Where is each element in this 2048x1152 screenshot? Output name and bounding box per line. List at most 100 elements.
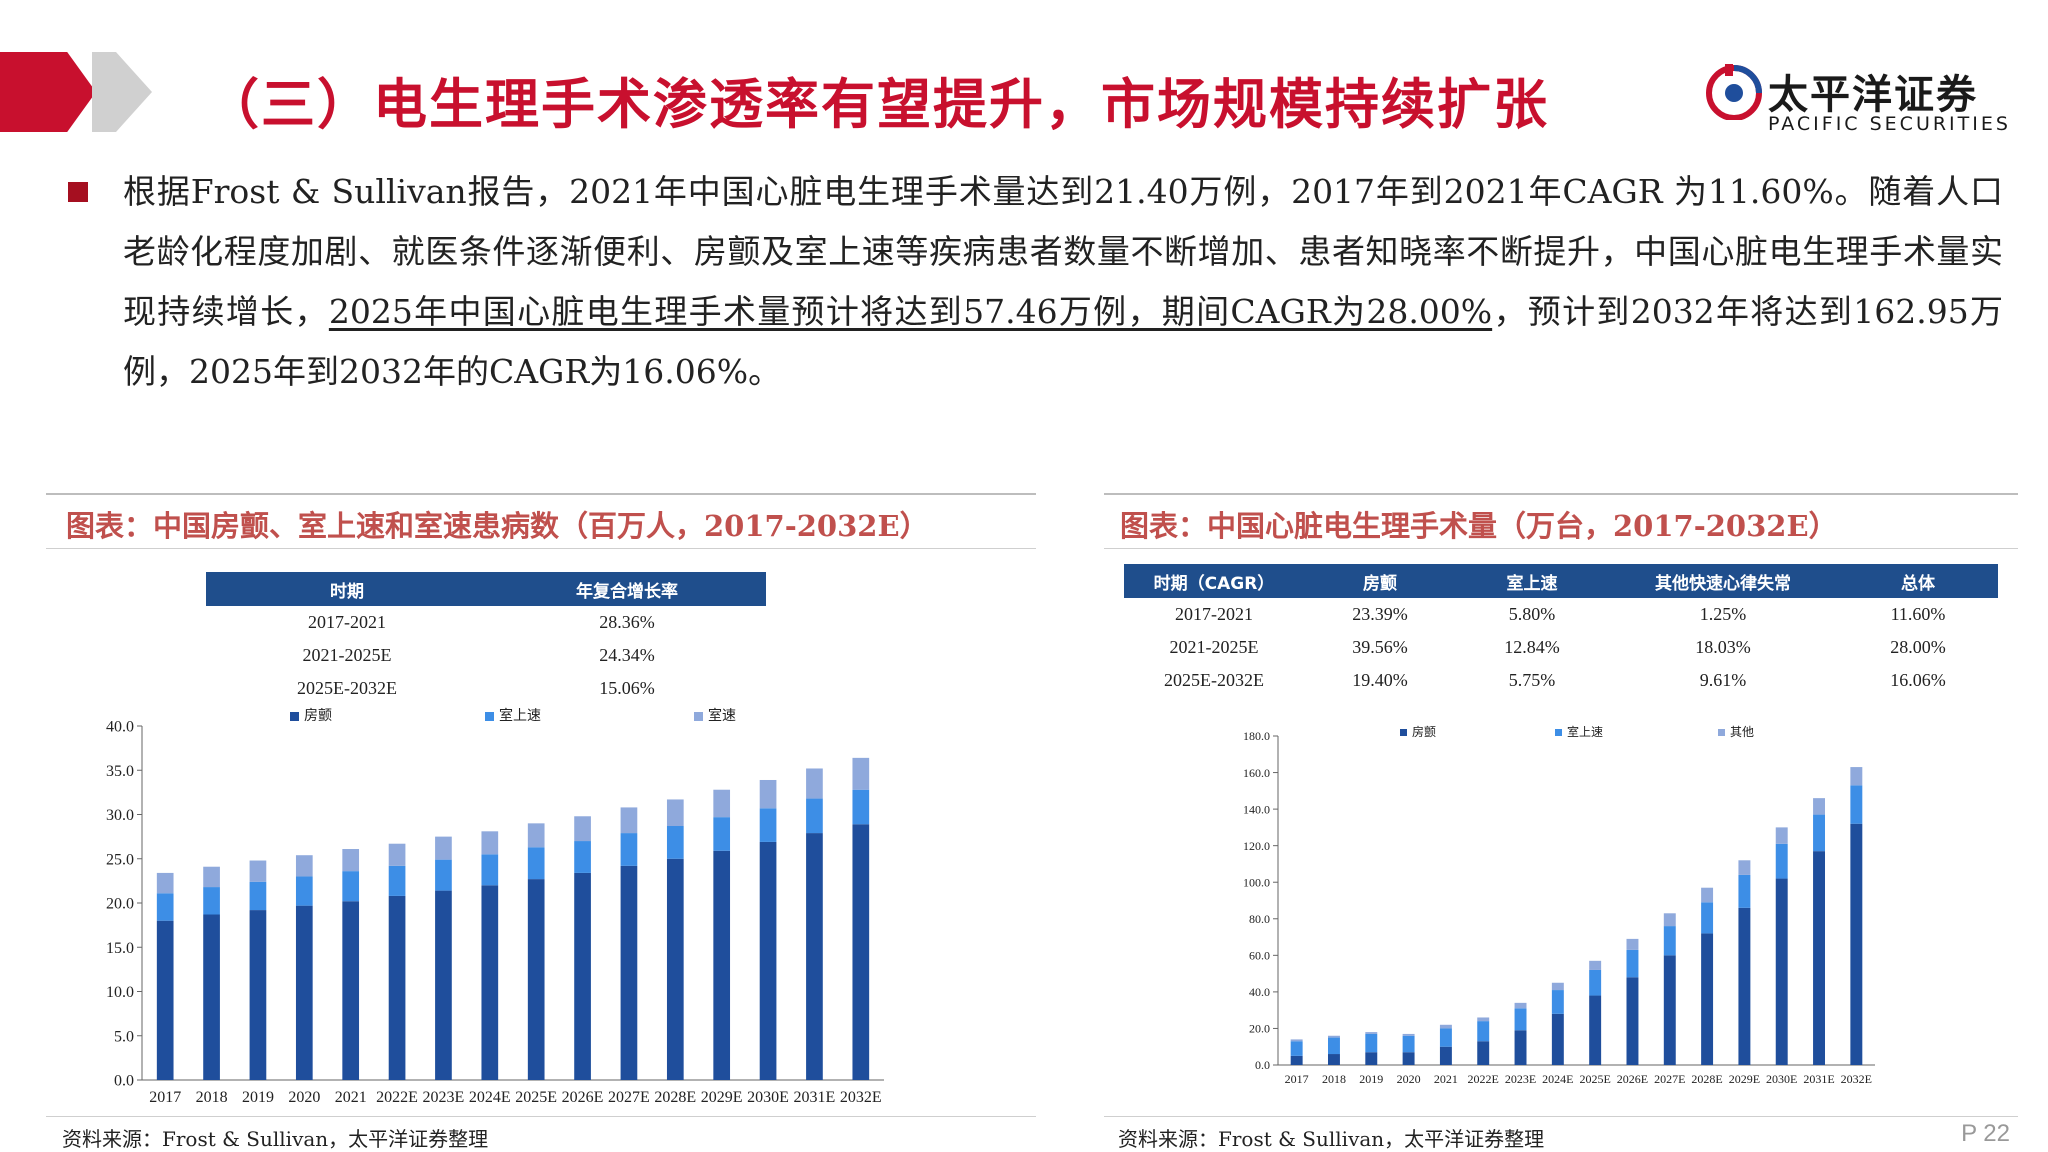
table-cell: 11.60% <box>1890 604 1946 624</box>
bar-segment-3 <box>759 779 777 809</box>
x-tick-label: 2024E <box>1542 1072 1573 1086</box>
bar-segment-1 <box>1365 1052 1378 1065</box>
y-tick-label: 60.0 <box>1249 949 1270 963</box>
x-tick-label: 2029E <box>1729 1072 1760 1086</box>
bar-segment-1 <box>203 914 220 1080</box>
bar-segment-3 <box>1701 887 1714 903</box>
x-tick-label: 2021 <box>1434 1072 1458 1086</box>
table-cell: 28.00% <box>1890 637 1946 657</box>
left-source-note: 资料来源：Frost & Sullivan，太平洋证券整理 <box>62 1127 489 1151</box>
x-tick-label: 2020 <box>1397 1072 1421 1086</box>
bar-segment-2 <box>1663 926 1676 956</box>
bar-segment-2 <box>1626 949 1639 978</box>
x-tick-label: 2026E <box>1617 1072 1648 1086</box>
bar-segment-2 <box>1402 1035 1415 1053</box>
table-cell: 5.75% <box>1508 670 1556 690</box>
header-grey-arrow <box>92 52 152 132</box>
x-tick-label: 2019 <box>242 1089 274 1106</box>
bar-segment-2 <box>1551 990 1564 1014</box>
right-panel-bottom-rule <box>1104 1116 2018 1117</box>
x-tick-label: 2030E <box>747 1089 789 1106</box>
bar-segment-1 <box>295 905 313 1080</box>
table-row: 2025E-2032E 15.06% <box>206 672 766 705</box>
y-tick-label: 140.0 <box>1243 802 1270 816</box>
bar-segment-3 <box>806 768 823 799</box>
bar-segment-3 <box>156 872 174 894</box>
y-tick-label: 160.0 <box>1243 766 1270 780</box>
bar-segment-1 <box>1290 1055 1303 1065</box>
paragraph-text-1: 根据Frost & Sullivan报告，2021年中国心脏电生理手术量达到21… <box>123 172 2003 331</box>
page-title: （三）电生理手术渗透率有望提升，市场规模持续扩张 <box>205 73 1549 136</box>
table-cell: 19.40% <box>1352 670 1408 690</box>
bar-segment-1 <box>852 824 870 1080</box>
table-header-row: 时期（CAGR） 房颤 室上速 其他快速心律失常 总体 <box>1124 564 1998 598</box>
bar-segment-1 <box>1701 933 1714 1065</box>
bar-segment-3 <box>481 831 499 855</box>
table-header-cell: 年复合增长率 <box>488 572 766 606</box>
y-tick-label: 40.0 <box>106 719 134 736</box>
bar-segment-2 <box>1701 902 1714 934</box>
pacific-securities-logo-icon <box>1706 64 1762 120</box>
table-header-cell: 时期 <box>206 572 488 606</box>
left-cagr-table: 时期 年复合增长率 2017-2021 28.36% 2021-2025E 24… <box>206 572 766 705</box>
bar-segment-2 <box>620 833 638 866</box>
bar-segment-3 <box>1626 938 1639 950</box>
table-row: 2017-2021 28.36% <box>206 606 766 639</box>
bar-segment-2 <box>1813 814 1826 852</box>
legend-label: 室上速 <box>499 708 541 724</box>
bar-segment-3 <box>1402 1033 1415 1036</box>
bar-segment-2 <box>295 876 313 906</box>
y-tick-label: 0.0 <box>114 1073 134 1090</box>
bar-segment-3 <box>1738 860 1751 875</box>
legend-swatch <box>1400 729 1407 736</box>
bar-segment-1 <box>1327 1054 1340 1065</box>
legend-label: 室上速 <box>1567 725 1604 739</box>
bar-segment-3 <box>1775 827 1788 844</box>
y-tick-label: 20.0 <box>106 896 134 913</box>
bar-segment-1 <box>156 920 174 1080</box>
y-tick-label: 0.0 <box>1255 1058 1270 1072</box>
bar-segment-1 <box>435 890 452 1080</box>
bar-segment-3 <box>249 860 267 882</box>
x-tick-label: 2030E <box>1766 1072 1797 1086</box>
bar-segment-1 <box>342 901 360 1080</box>
bar-segment-1 <box>1551 1013 1564 1065</box>
right-legend-item: 其他 <box>1718 723 1754 740</box>
x-tick-label: 2027E <box>608 1089 650 1106</box>
bar-segment-2 <box>713 817 731 851</box>
left-panel-top-rule <box>46 493 1036 495</box>
bar-segment-1 <box>1402 1052 1415 1065</box>
bar-segment-2 <box>1775 843 1788 879</box>
bar-segment-3 <box>1589 960 1602 970</box>
bar-segment-2 <box>435 859 452 891</box>
x-tick-label: 2017 <box>1285 1072 1309 1086</box>
left-legend-item: 室速 <box>694 705 736 725</box>
table-cell: 39.56% <box>1352 637 1408 657</box>
table-cell: 28.36% <box>599 612 655 632</box>
legend-swatch <box>290 711 299 721</box>
table-cell: 2021-2025E <box>302 645 392 665</box>
bar-segment-1 <box>1626 977 1639 1065</box>
legend-label: 室速 <box>708 708 736 724</box>
table-row: 2025E-2032E 19.40% 5.75% 9.61% 16.06% <box>1124 664 1998 697</box>
bar-segment-1 <box>1775 878 1788 1065</box>
bar-segment-1 <box>527 879 545 1080</box>
legend-label: 房颤 <box>304 708 332 724</box>
x-tick-label: 2025E <box>515 1089 557 1106</box>
x-tick-label: 2021 <box>335 1089 367 1106</box>
left-legend-item: 房颤 <box>290 705 332 725</box>
right-cagr-table: 时期（CAGR） 房颤 室上速 其他快速心律失常 总体 2017-2021 23… <box>1124 564 1998 697</box>
table-header-cell: 房颤 <box>1304 564 1456 598</box>
table-cell: 2017-2021 <box>1175 604 1253 624</box>
table-header-cell: 其他快速心律失常 <box>1608 564 1838 598</box>
bar-segment-3 <box>1551 982 1564 991</box>
legend-label: 房颤 <box>1412 725 1437 739</box>
left-panel-title-rule <box>46 548 1036 549</box>
bar-segment-1 <box>388 895 406 1080</box>
y-tick-label: 10.0 <box>106 984 134 1001</box>
table-row: 2017-2021 23.39% 5.80% 1.25% 11.60% <box>1124 598 1998 631</box>
paragraph-text-2: ，预计到2032年将达到162.95万例，2025年到2032年的CAGR为16… <box>123 292 2004 391</box>
bar-segment-2 <box>156 893 174 921</box>
bar-segment-1 <box>759 841 777 1080</box>
x-tick-label: 2025E <box>1579 1072 1610 1086</box>
